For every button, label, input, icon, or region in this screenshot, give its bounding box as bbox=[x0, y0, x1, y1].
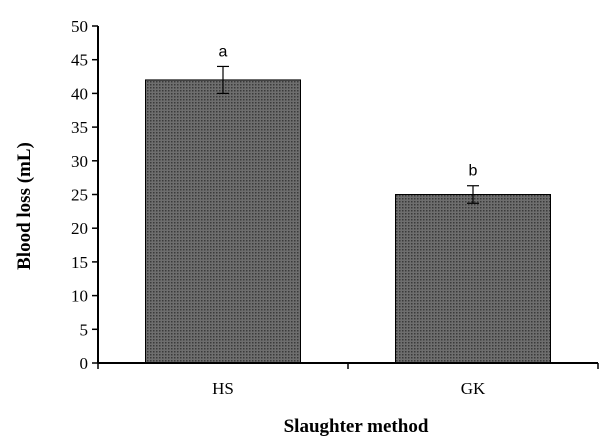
y-tick-label: 35 bbox=[71, 118, 88, 137]
significance-label: a bbox=[219, 43, 228, 60]
bar bbox=[395, 194, 551, 364]
x-tick-label: HS bbox=[212, 379, 234, 398]
y-tick-label: 5 bbox=[80, 320, 89, 339]
y-axis-title: Blood loss (mL) bbox=[14, 142, 35, 270]
y-tick-label: 20 bbox=[71, 219, 88, 238]
y-tick-label: 15 bbox=[71, 253, 88, 272]
y-tick-label: 25 bbox=[71, 186, 88, 205]
plot-area: 0 5 10 15 20 25 30 35 40 45 50 a HS b GK bbox=[71, 17, 599, 398]
y-tick-label: 45 bbox=[71, 51, 88, 70]
x-axis-title: Slaughter method bbox=[284, 416, 429, 437]
significance-label: b bbox=[469, 163, 478, 180]
y-tick-label: 0 bbox=[80, 354, 89, 373]
y-tick-label: 50 bbox=[71, 17, 88, 36]
bar bbox=[145, 79, 301, 364]
y-tick-label: 30 bbox=[71, 152, 88, 171]
x-tick-label: GK bbox=[461, 379, 486, 398]
y-tick-label: 10 bbox=[71, 287, 88, 306]
y-tick-label: 40 bbox=[71, 84, 88, 103]
